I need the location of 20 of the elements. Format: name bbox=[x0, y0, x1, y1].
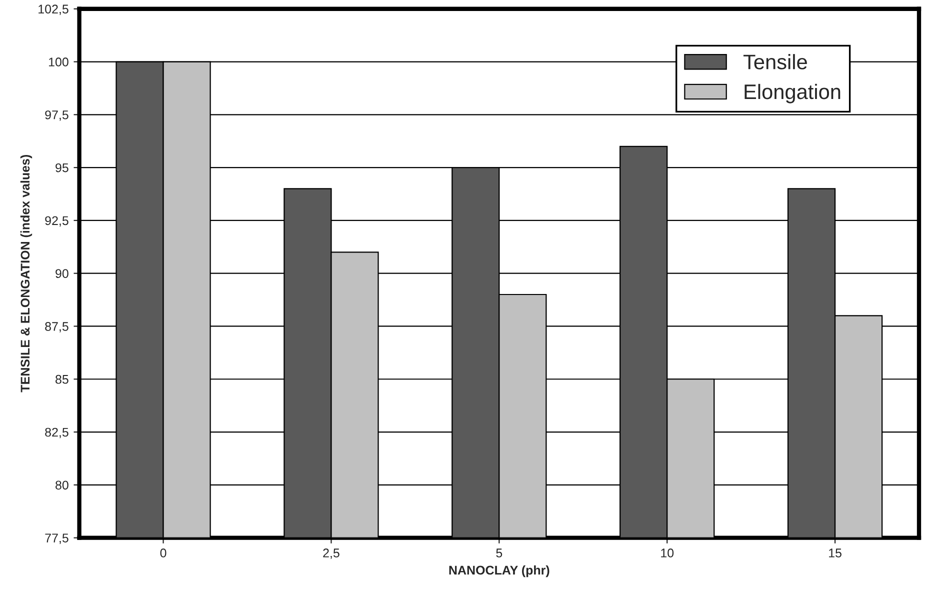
y-tick-label: 80 bbox=[56, 480, 68, 490]
y-axis-title: TENSILE & ELONGATION (index values) bbox=[20, 154, 32, 392]
y-tick-label: 100 bbox=[48, 58, 68, 66]
legend-label: Tensile bbox=[743, 54, 807, 70]
y-tick-label: 85 bbox=[56, 374, 68, 384]
y-tick-label: 95 bbox=[56, 163, 68, 172]
legend-label: Elongation bbox=[744, 84, 840, 104]
y-tick-label: 92,5 bbox=[45, 216, 68, 227]
y-tick-label: 90 bbox=[56, 269, 68, 278]
x-tick-label: 5 bbox=[496, 548, 502, 558]
x-tick-label: 10 bbox=[661, 548, 674, 558]
y-tick-label: 102,5 bbox=[38, 4, 68, 15]
x-axis-title: NANOCLAY (phr) bbox=[449, 565, 550, 578]
x-tick-label: 15 bbox=[829, 548, 842, 558]
y-tick-label: 97,5 bbox=[45, 110, 68, 121]
x-tick-label: 0 bbox=[160, 548, 166, 558]
y-tick-label: 82,5 bbox=[45, 428, 68, 438]
y-tick-label: 87,5 bbox=[45, 322, 68, 332]
y-tick-label: 77,5 bbox=[45, 534, 68, 544]
x-tick-label: 2,5 bbox=[323, 548, 340, 559]
